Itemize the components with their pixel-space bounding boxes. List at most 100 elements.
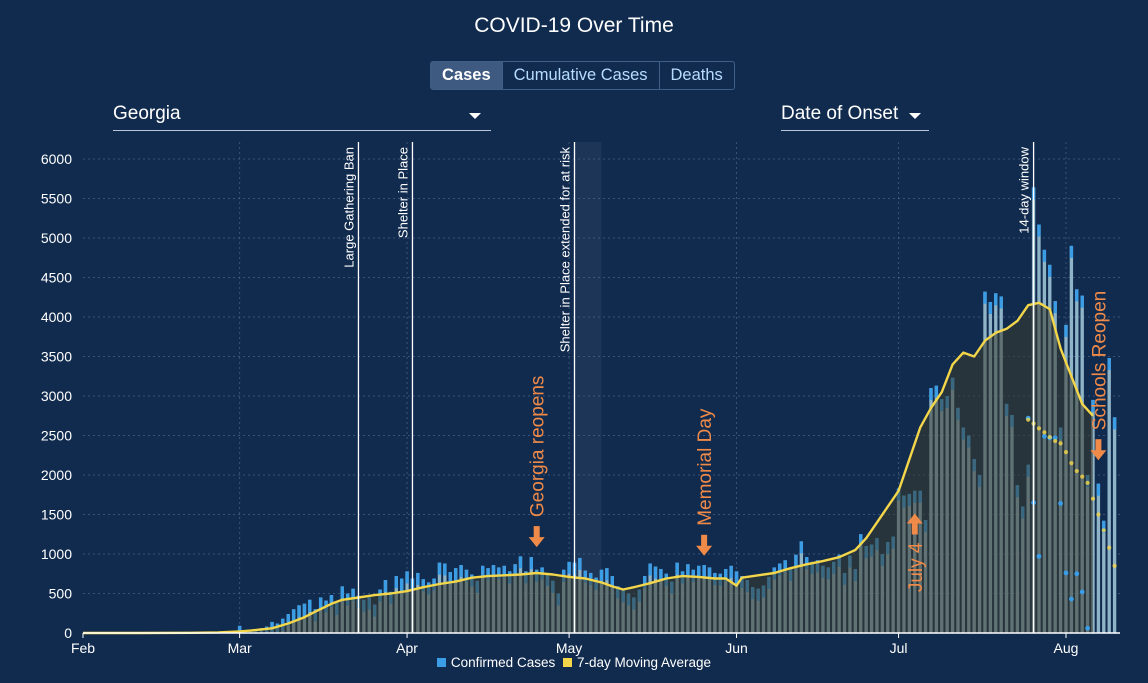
case-bar-cap — [934, 385, 939, 398]
case-bar-cap — [1107, 358, 1111, 371]
date-type-select[interactable]: Date of Onset — [781, 100, 929, 131]
projected-average-point — [1107, 545, 1112, 550]
case-bar-cap — [464, 569, 469, 582]
x-tick-label: Aug — [1054, 640, 1079, 656]
recent-case-point — [1079, 589, 1085, 595]
event-label: Shelter in Place extended for at risk — [557, 147, 572, 353]
case-bar-cap — [437, 562, 442, 575]
location-select[interactable]: Georgia — [113, 100, 491, 131]
case-bar-cap — [599, 569, 604, 582]
case-bar-cap — [994, 293, 998, 306]
case-bar-cap — [1042, 249, 1047, 262]
case-bar-cap — [421, 579, 425, 592]
arrow-up-icon — [906, 513, 923, 524]
case-bar-cap — [497, 567, 501, 580]
projected-average-point — [1101, 528, 1106, 533]
case-bar-cap — [518, 556, 523, 569]
case-bar-cap — [988, 301, 993, 314]
legend-label-moving-average: 7-day Moving Average — [576, 655, 712, 670]
projected-average-point — [1047, 434, 1052, 440]
case-bar-cap — [443, 563, 447, 576]
tab-cases[interactable]: Cases — [431, 62, 502, 89]
projected-average-point — [1036, 426, 1042, 431]
case-bar-cap — [929, 388, 933, 401]
case-bar-cap — [578, 557, 582, 570]
y-tick-label: 2000 — [41, 467, 72, 483]
x-tick-label: Jun — [725, 640, 748, 656]
y-tick-label: 4000 — [41, 309, 72, 325]
arrow-shaft — [701, 534, 708, 547]
recent-case-point — [1058, 501, 1063, 506]
case-bar-cap — [794, 554, 798, 567]
y-tick-label: 4500 — [41, 270, 72, 286]
case-bar-cap — [653, 566, 658, 579]
case-bar-cap — [783, 560, 787, 573]
case-bar-cap — [502, 565, 506, 578]
case-bar-cap — [448, 572, 452, 585]
chart-legend: Confirmed Cases 7-day Moving Average — [0, 655, 1148, 670]
case-bar-cap — [648, 563, 652, 576]
case-bar-cap — [799, 541, 804, 554]
metric-tabs: Cases Cumulative Cases Deaths — [430, 61, 735, 90]
case-bar-cap — [318, 597, 323, 610]
arrow-down-icon — [528, 537, 545, 548]
case-bar-cap — [778, 563, 782, 576]
y-tick-label: 0 — [64, 625, 72, 641]
case-bar-cap — [481, 565, 485, 578]
projected-average-point — [1085, 480, 1090, 485]
legend-item-moving-average[interactable]: 7-day Moving Average — [562, 655, 712, 670]
case-bar-cap — [1102, 520, 1106, 533]
annotation-arrow — [1090, 439, 1107, 461]
annotation-label: Georgia reopens — [528, 376, 549, 518]
y-tick-label: 5500 — [41, 191, 72, 207]
annotation-arrow — [906, 513, 923, 535]
annotation-label: Memorial Day — [695, 408, 716, 526]
case-bar-cap — [675, 562, 679, 575]
case-bar-cap — [999, 296, 1003, 309]
case-bar-cap — [297, 605, 301, 618]
projected-average-point — [1096, 512, 1101, 517]
case-bar-cap — [583, 570, 587, 583]
case-bar-cap — [1064, 324, 1068, 337]
recent-case-point — [1063, 570, 1069, 576]
case-bar-cap — [724, 569, 728, 582]
projected-average-point — [1026, 417, 1031, 422]
tab-cumulative-cases[interactable]: Cumulative Cases — [501, 62, 659, 89]
case-bar-cap — [486, 568, 490, 581]
recent-case-point — [1052, 435, 1058, 441]
x-tick-label: May — [556, 640, 582, 656]
case-bar-cap — [302, 603, 307, 616]
event-label: Large Gathering Ban — [341, 147, 356, 268]
case-bar-body — [1107, 358, 1111, 633]
moving-average-line — [83, 301, 1094, 635]
y-tick-label: 5000 — [41, 230, 72, 246]
arrow-shaft — [1095, 439, 1102, 452]
case-bar-cap — [567, 561, 571, 574]
y-tick-label: 500 — [49, 586, 73, 602]
case-bar-cap — [983, 291, 987, 304]
projected-average-point — [1069, 461, 1074, 466]
chevron-down-icon — [469, 113, 481, 119]
case-bar-cap — [286, 614, 290, 627]
case-bar-cap — [405, 571, 409, 584]
case-bar-cap — [1048, 264, 1052, 277]
case-bar-cap — [394, 576, 398, 589]
legend-item-cases[interactable]: Confirmed Cases — [436, 655, 555, 670]
case-bar-cap — [308, 599, 312, 612]
case-bar-cap — [610, 576, 614, 589]
case-bar-cap — [459, 565, 463, 578]
recent-case-point — [1085, 625, 1090, 631]
case-bar-cap — [707, 567, 712, 580]
case-bar-cap — [859, 534, 863, 547]
annotation-arrow — [528, 526, 545, 548]
annotation-arrow — [696, 534, 713, 556]
case-bar-cap — [1069, 245, 1074, 258]
case-bar — [1096, 483, 1101, 633]
tab-deaths[interactable]: Deaths — [658, 62, 734, 89]
case-bar-cap — [643, 576, 647, 589]
projected-average-point — [1058, 441, 1063, 446]
arrow-shaft — [533, 526, 540, 539]
x-tick-label: Apr — [396, 640, 418, 656]
shaded-period — [574, 142, 602, 633]
